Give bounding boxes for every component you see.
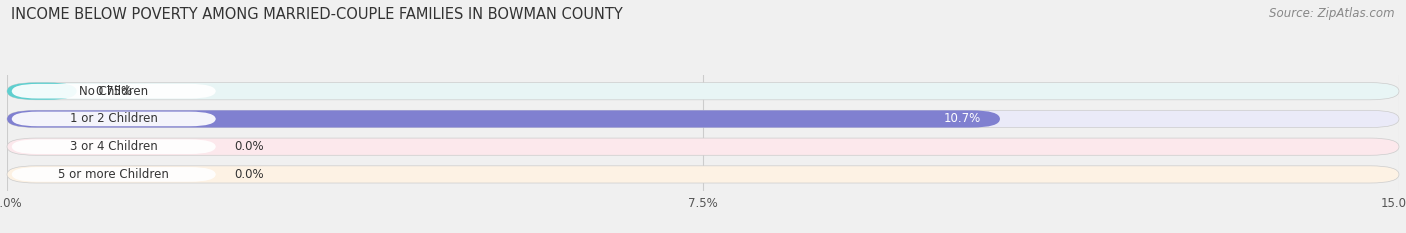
Text: 0.75%: 0.75% xyxy=(96,85,132,98)
FancyBboxPatch shape xyxy=(7,166,1399,183)
FancyBboxPatch shape xyxy=(7,83,77,100)
Text: 10.7%: 10.7% xyxy=(945,113,981,125)
Text: 1 or 2 Children: 1 or 2 Children xyxy=(70,113,157,125)
Text: 3 or 4 Children: 3 or 4 Children xyxy=(70,140,157,153)
Text: INCOME BELOW POVERTY AMONG MARRIED-COUPLE FAMILIES IN BOWMAN COUNTY: INCOME BELOW POVERTY AMONG MARRIED-COUPL… xyxy=(11,7,623,22)
FancyBboxPatch shape xyxy=(7,83,1399,100)
Text: 0.0%: 0.0% xyxy=(235,168,264,181)
Text: 5 or more Children: 5 or more Children xyxy=(58,168,169,181)
FancyBboxPatch shape xyxy=(7,110,1399,127)
Text: Source: ZipAtlas.com: Source: ZipAtlas.com xyxy=(1270,7,1395,20)
FancyBboxPatch shape xyxy=(7,138,1399,155)
FancyBboxPatch shape xyxy=(11,139,217,154)
FancyBboxPatch shape xyxy=(11,84,217,99)
Text: 0.0%: 0.0% xyxy=(235,140,264,153)
Text: No Children: No Children xyxy=(79,85,148,98)
FancyBboxPatch shape xyxy=(11,112,217,126)
FancyBboxPatch shape xyxy=(7,110,1000,127)
FancyBboxPatch shape xyxy=(11,167,217,182)
